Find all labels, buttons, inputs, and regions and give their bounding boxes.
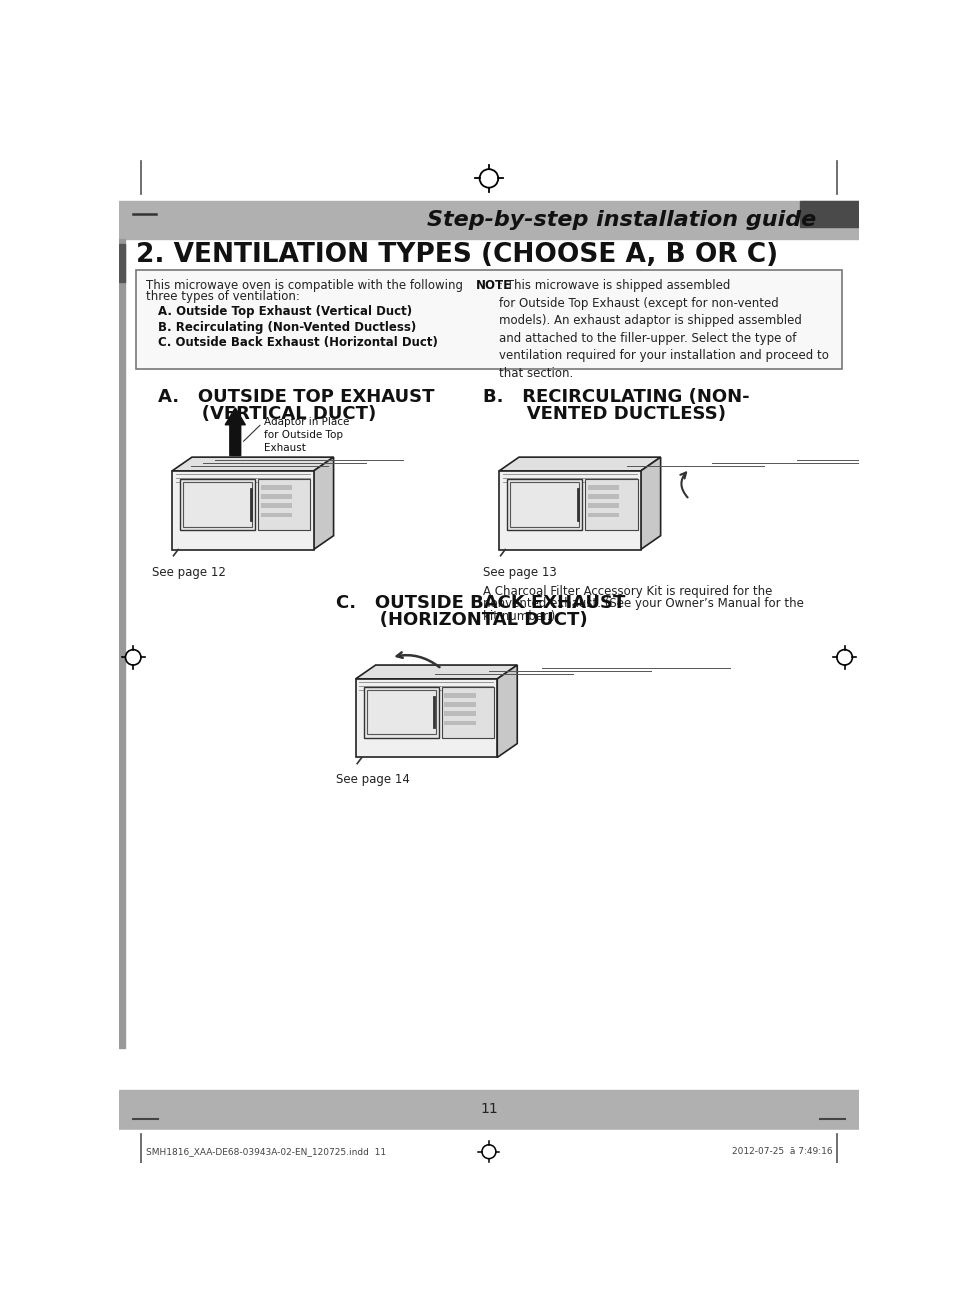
- Bar: [587, 485, 618, 490]
- Bar: [585, 478, 637, 529]
- Text: (HORIZONTAL DUCT): (HORIZONTAL DUCT): [335, 612, 587, 629]
- Polygon shape: [498, 471, 640, 549]
- Text: A. Outside Top Exhaust (Vertical Duct): A. Outside Top Exhaust (Vertical Duct): [158, 306, 412, 319]
- Bar: [260, 503, 292, 508]
- Text: 2012-07-25  ā 7:49:16: 2012-07-25 ā 7:49:16: [732, 1148, 832, 1157]
- Bar: [367, 690, 436, 735]
- Bar: [183, 482, 252, 527]
- Text: : This microwave is shipped assembled
for Outside Top Exhaust (except for non-ve: : This microwave is shipped assembled fo…: [498, 280, 828, 380]
- Text: See page 12: See page 12: [152, 566, 226, 579]
- Bar: [587, 494, 618, 499]
- Bar: [444, 693, 476, 698]
- Text: Adaptor in Place
for Outside Top
Exhaust: Adaptor in Place for Outside Top Exhaust: [263, 417, 349, 454]
- Bar: [441, 686, 494, 737]
- Bar: [587, 503, 618, 508]
- Text: NOTE: NOTE: [476, 280, 512, 293]
- Text: A Charcoal Filter Accessory Kit is required for the: A Charcoal Filter Accessory Kit is requi…: [483, 586, 772, 599]
- Text: See page 14: See page 14: [335, 772, 410, 786]
- Polygon shape: [498, 457, 659, 471]
- Text: VENTED DUCTLESS): VENTED DUCTLESS): [483, 405, 726, 422]
- Text: B.   RECIRCULATING (NON-: B. RECIRCULATING (NON-: [483, 388, 749, 406]
- Text: C.   OUTSIDE BACK EXHAUST: C. OUTSIDE BACK EXHAUST: [335, 595, 625, 612]
- Bar: [260, 512, 292, 518]
- Bar: [587, 512, 618, 518]
- Bar: [119, 1090, 858, 1131]
- Bar: [364, 686, 438, 737]
- Bar: [119, 201, 858, 239]
- Bar: [119, 239, 125, 1048]
- Text: A.   OUTSIDE TOP EXHAUST: A. OUTSIDE TOP EXHAUST: [158, 388, 434, 406]
- Bar: [799, 201, 858, 227]
- Text: nonvented exhaust. (See your Owner’s Manual for the: nonvented exhaust. (See your Owner’s Man…: [483, 597, 803, 610]
- Polygon shape: [172, 457, 334, 471]
- Polygon shape: [314, 457, 334, 549]
- Bar: [260, 485, 292, 490]
- Text: C. Outside Back Exhaust (Horizontal Duct): C. Outside Back Exhaust (Horizontal Duct…: [158, 336, 437, 349]
- Bar: [136, 271, 841, 369]
- Polygon shape: [355, 678, 497, 758]
- Bar: [444, 702, 476, 707]
- Polygon shape: [497, 665, 517, 758]
- Bar: [260, 494, 292, 499]
- Polygon shape: [640, 457, 659, 549]
- Bar: [258, 478, 310, 529]
- Bar: [507, 478, 581, 529]
- Text: 2. VENTILATION TYPES (CHOOSE A, B OR C): 2. VENTILATION TYPES (CHOOSE A, B OR C): [136, 242, 778, 268]
- Polygon shape: [172, 471, 314, 549]
- Bar: [444, 720, 476, 725]
- Bar: [119, 1131, 858, 1172]
- Text: SMH1816_XAA-DE68-03943A-02-EN_120725.indd  11: SMH1816_XAA-DE68-03943A-02-EN_120725.ind…: [146, 1148, 386, 1157]
- Text: This microwave oven is compatible with the following: This microwave oven is compatible with t…: [146, 280, 463, 293]
- Text: 11: 11: [479, 1102, 497, 1116]
- Text: B. Recirculating (Non-Vented Ductless): B. Recirculating (Non-Vented Ductless): [158, 320, 416, 333]
- Bar: [444, 711, 476, 716]
- Polygon shape: [355, 665, 517, 678]
- Text: Step-by-step installation guide: Step-by-step installation guide: [427, 210, 816, 230]
- Bar: [119, 244, 125, 282]
- Text: three types of ventilation:: three types of ventilation:: [146, 290, 300, 303]
- Text: (VERTICAL DUCT): (VERTICAL DUCT): [158, 405, 375, 422]
- Text: kit number.): kit number.): [483, 609, 556, 622]
- Text: See page 13: See page 13: [483, 566, 557, 579]
- Bar: [180, 478, 255, 529]
- FancyArrow shape: [225, 408, 245, 456]
- Bar: [510, 482, 578, 527]
